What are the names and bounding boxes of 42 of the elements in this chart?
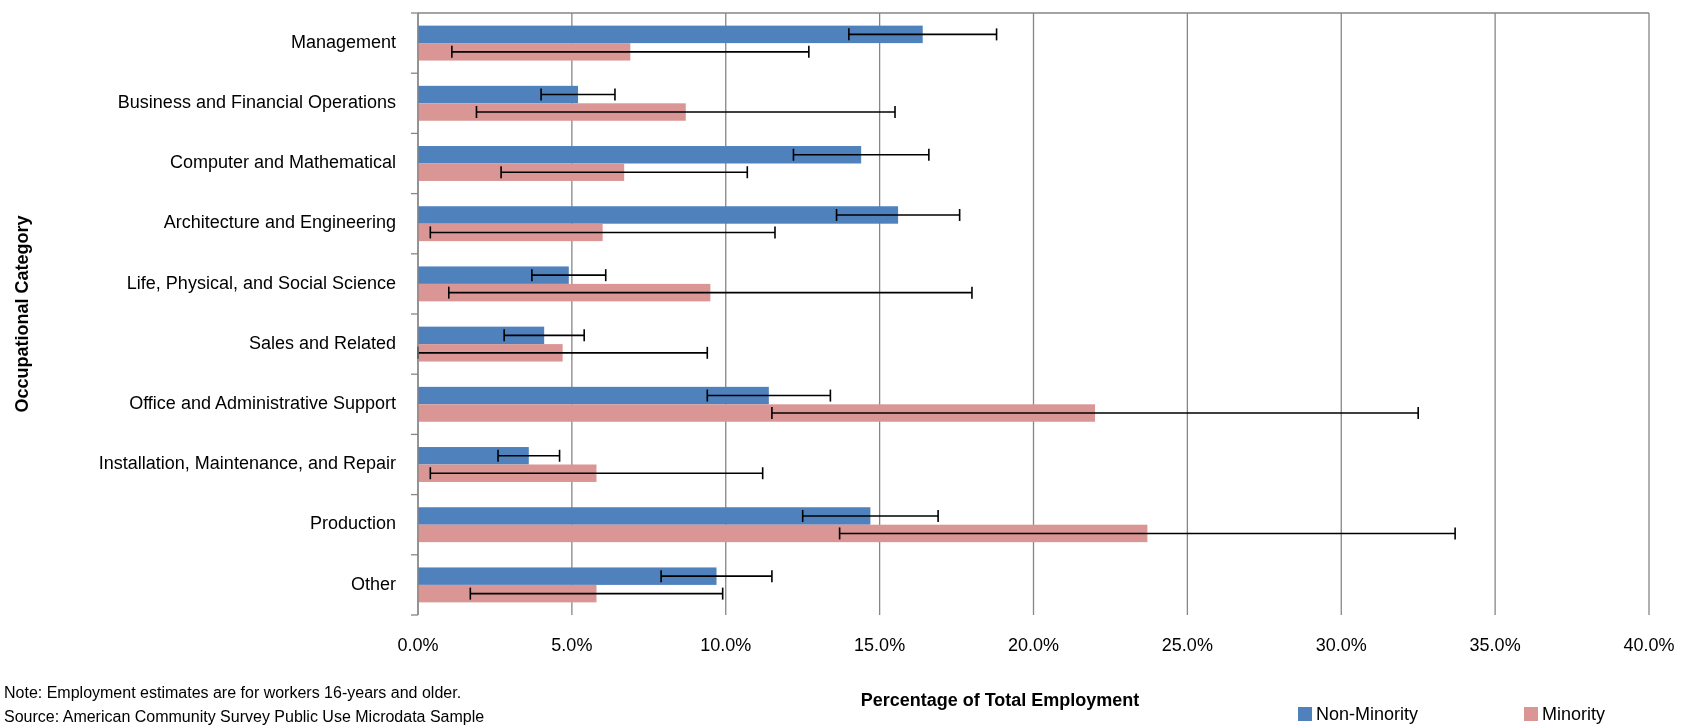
bar (418, 524, 1148, 543)
x-tick-label: 5.0% (551, 635, 593, 655)
bar (418, 223, 603, 242)
y-tick-label: Computer and Mathematical (169, 152, 396, 173)
x-tick-label: 25.0% (1161, 635, 1213, 655)
x-tick-label: 20.0% (1007, 635, 1060, 655)
bar (418, 206, 899, 224)
y-tick-label: Management (290, 31, 396, 52)
source-note: Source: American Community Survey Public Use Microdata Sample (4, 708, 485, 725)
bar (418, 567, 717, 585)
x-tick-label: 40.0% (1623, 635, 1675, 655)
text: Note: Employment estimates are for workers 16-years and older. (4, 684, 462, 701)
y-tick-label: Architecture and Engineering (163, 212, 396, 233)
bar (418, 25, 923, 44)
x-tick-label: 0.0% (397, 635, 439, 655)
y-tick-label: Office and Administrative Support (129, 393, 396, 414)
y-axis-title: Occupational Category (12, 215, 32, 413)
bar (418, 326, 545, 345)
x-axis-title: Percentage of Total Employment (860, 690, 1140, 710)
bar (418, 584, 597, 603)
y-tick-label: Business and Financial Operations (117, 92, 396, 113)
bar (418, 404, 1096, 422)
y-tick-label: Other (350, 573, 396, 594)
bar (418, 85, 579, 104)
bar (418, 507, 871, 525)
bar (418, 163, 625, 181)
bar (418, 386, 769, 405)
bar (418, 103, 686, 121)
x-tick-label: 35.0% (1469, 635, 1521, 655)
y-tick-label: Life, Physical, and Social Science (126, 272, 396, 293)
x-tick-label: 10.0% (700, 635, 752, 655)
bar (418, 447, 529, 465)
x-tick-label: 30.0% (1315, 635, 1367, 655)
x-tick-label: 15.0% (854, 635, 906, 655)
y-tick-label: Sales and Related (248, 332, 396, 353)
bar (418, 283, 711, 302)
legend-label: Minority (1542, 704, 1606, 724)
y-tick-label: Production (309, 513, 396, 534)
legend-label: Non-Minority (1316, 704, 1419, 724)
bar (418, 266, 569, 284)
bar (418, 146, 862, 164)
y-tick-label: Installation, Maintenance, and Repair (98, 453, 396, 474)
